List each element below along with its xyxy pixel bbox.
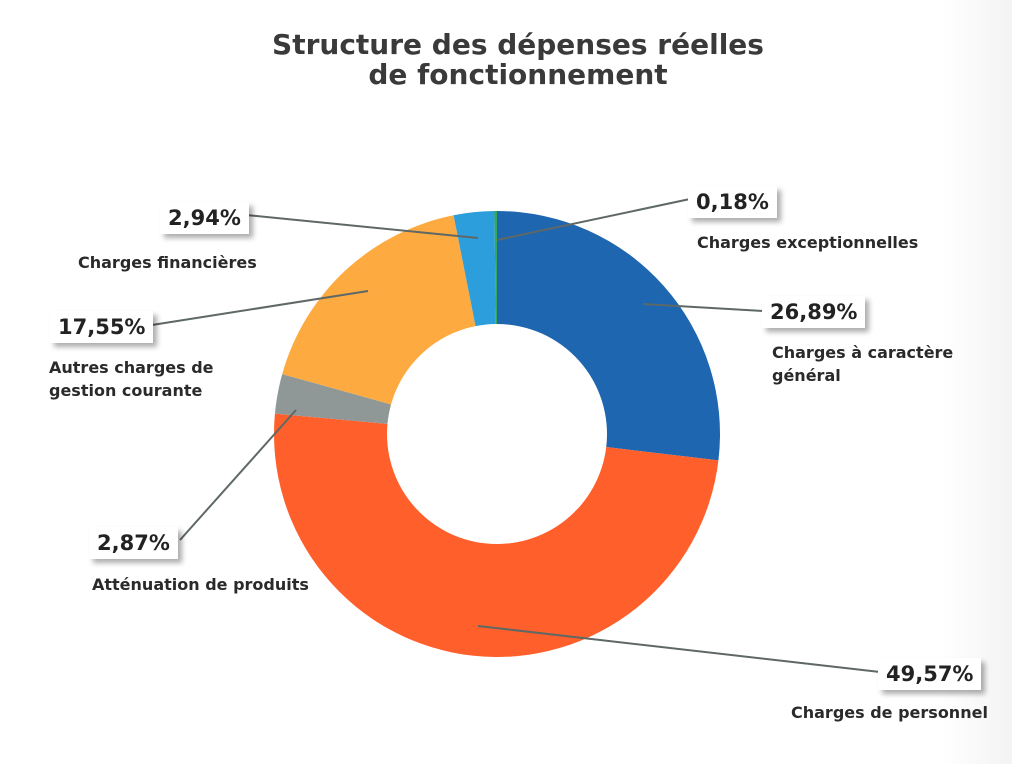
label-line: général [772,366,841,385]
leader-charges-exceptionnelles [496,198,691,241]
slice-charges-financieres [453,211,496,327]
label-line: gestion courante [49,381,203,400]
chart-title-line-2: de fonctionnement [368,58,668,91]
label-line: Autres charges de [49,358,214,377]
slice-attenuation-produits [274,374,392,424]
pct-charges-personnel: 49,57% [878,658,982,690]
leader-charges-personnel [477,625,881,673]
leader-charges-financieres [245,214,479,239]
chart-title: Structure des dépenses réelles de foncti… [0,30,1012,90]
slice-charges-personnel [274,413,719,657]
pct-autres-charges-gestion: 17,55% [50,311,154,343]
label-line: Charges à caractère [772,343,954,362]
leader-charges-caractere-general [642,303,765,312]
page-edge-shadow [942,0,1012,764]
chart-title-line-1: Structure des dépenses réelles [272,28,764,61]
label-autres-charges-gestion: Autres charges de gestion courante [49,356,214,402]
label-charges-personnel: Charges de personnel [791,703,988,722]
leader-autres-charges-gestion [151,290,369,326]
slice-charges-caractere-general [497,211,720,461]
label-charges-caractere-general: Charges à caractère général [772,341,953,387]
pct-attenuation-produits: 2,87% [89,527,178,559]
slice-autres-charges-gestion [282,215,476,405]
label-attenuation-produits: Atténuation de produits [92,575,309,594]
label-charges-exceptionnelles: Charges exceptionnelles [697,233,919,252]
pct-charges-financieres: 2,94% [160,202,249,234]
label-charges-financieres: Charges financières [78,253,257,272]
slice-charges-exceptionnelles [494,211,497,325]
leader-attenuation-produits [179,409,297,541]
pct-charges-exceptionnelles: 0,18% [688,186,777,218]
pct-charges-caractere-general: 26,89% [762,296,866,328]
